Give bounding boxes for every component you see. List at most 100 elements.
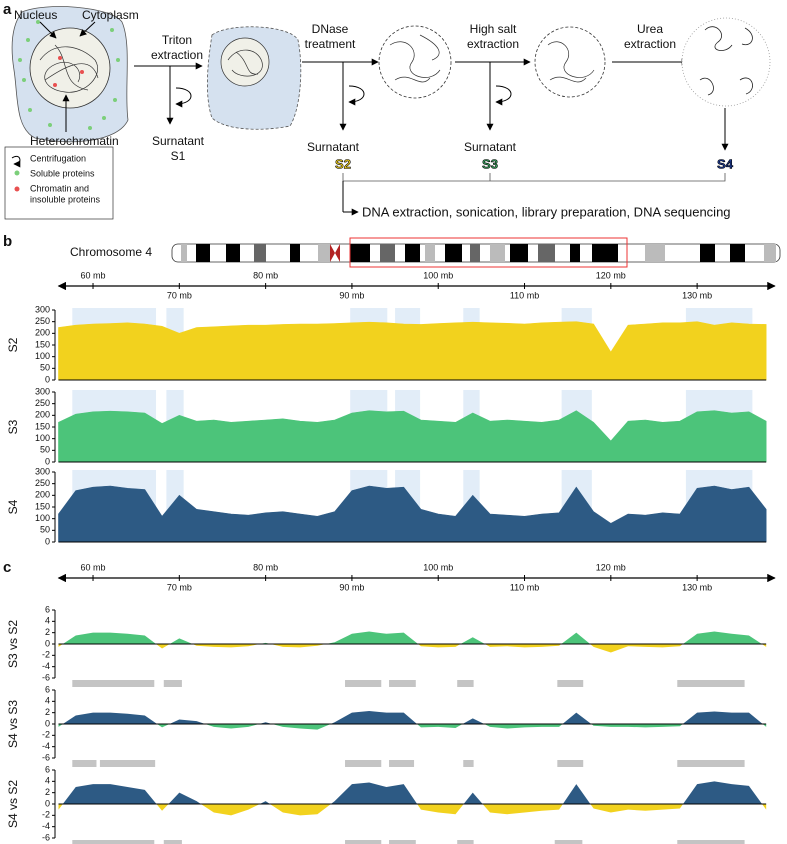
- legend: [4, 146, 114, 220]
- enriched-region: [163, 840, 182, 844]
- panel-label: c: [3, 559, 11, 576]
- y-tick-label: -6: [42, 752, 50, 762]
- x-tick-label: 70 mb: [167, 582, 192, 592]
- y-tick-label: 0: [45, 536, 50, 546]
- y-tick-label: 50: [40, 445, 50, 455]
- x-tick-label: 130 mb: [682, 290, 712, 300]
- x-tick-label: 60 mb: [81, 562, 106, 572]
- enriched-region: [72, 840, 155, 844]
- y-tick-label: -4: [42, 741, 50, 751]
- x-tick-label: 110 mb: [510, 582, 539, 592]
- x-tick-label: 60 mb: [81, 270, 106, 280]
- x-tick-label: 80 mb: [253, 270, 278, 280]
- enriched-region: [677, 760, 745, 767]
- y-tick-label: 300: [35, 466, 50, 476]
- y-tick-label: -6: [42, 672, 50, 682]
- enriched-region: [457, 840, 474, 844]
- enriched-region: [457, 680, 474, 687]
- series-name: S3: [6, 419, 20, 434]
- y-tick-label: 150: [35, 339, 50, 349]
- y-tick-label: 100: [35, 513, 50, 523]
- x-tick-label: 110 mb: [510, 290, 539, 300]
- panel-label: b: [3, 233, 12, 250]
- downstream: DNA extraction, sonication, library prep…: [362, 204, 731, 219]
- soluble-dots: [18, 20, 120, 130]
- enriched-region: [72, 680, 155, 687]
- y-tick-label: 6: [45, 764, 50, 774]
- x-tick-label: 90 mb: [339, 582, 364, 592]
- y-tick-label: 0: [45, 374, 50, 384]
- y-tick-label: 4: [45, 776, 50, 786]
- sample: S3: [482, 156, 498, 171]
- y-tick-label: 300: [35, 386, 50, 396]
- chromosome-label: Chromosome 4: [70, 245, 152, 259]
- enriched-region: [389, 680, 416, 687]
- y-tick-label: 50: [40, 525, 50, 535]
- legend-entry: insoluble proteins: [30, 194, 101, 204]
- y-tick-label: -2: [42, 650, 50, 660]
- signal-area: [58, 321, 767, 381]
- signal-area: [58, 410, 767, 463]
- step: extraction: [151, 48, 203, 62]
- enriched-region: [345, 760, 382, 767]
- enriched-region: [99, 760, 156, 767]
- y-tick-label: 100: [35, 351, 50, 361]
- y-tick-label: 300: [35, 304, 50, 314]
- negative-area: [58, 644, 767, 653]
- label: Cytoplasm: [82, 8, 139, 22]
- supernatant: S1: [171, 149, 186, 163]
- x-tick-label: 90 mb: [339, 290, 364, 300]
- x-tick-label: 100 mb: [423, 562, 453, 572]
- y-tick-label: 6: [45, 604, 50, 614]
- positive-area: [58, 631, 767, 644]
- series-name: S4: [6, 499, 20, 514]
- negative-area: [58, 724, 767, 730]
- x-tick-label: 70 mb: [167, 290, 192, 300]
- step: extraction: [624, 37, 676, 51]
- y-tick-label: 150: [35, 501, 50, 511]
- y-tick-label: 2: [45, 787, 50, 797]
- y-tick-label: 200: [35, 490, 50, 500]
- series-name: S4 vs S3: [6, 700, 20, 748]
- y-tick-label: 0: [45, 798, 50, 808]
- y-tick-label: -2: [42, 810, 50, 820]
- step: Urea: [637, 22, 663, 36]
- label: Heterochromatin: [30, 134, 119, 148]
- step: treatment: [305, 37, 356, 51]
- enriched-region: [463, 760, 474, 767]
- enriched-region: [677, 840, 745, 844]
- series-name: S2: [6, 337, 20, 352]
- y-tick-label: 100: [35, 433, 50, 443]
- y-tick-label: 50: [40, 363, 50, 373]
- x-tick-label: 100 mb: [423, 270, 453, 280]
- y-tick-label: 2: [45, 627, 50, 637]
- negative-area: [58, 804, 767, 816]
- y-tick-label: 0: [45, 718, 50, 728]
- enriched-region: [557, 760, 584, 767]
- legend-entry: Soluble proteins: [30, 168, 95, 178]
- positive-area: [58, 710, 767, 724]
- supernatant: Surnatant: [464, 140, 517, 154]
- y-tick-label: -6: [42, 832, 50, 842]
- enriched-region: [345, 840, 382, 844]
- legend-entry: Centrifugation: [30, 153, 86, 163]
- y-tick-label: -4: [42, 661, 50, 671]
- y-tick-label: 4: [45, 616, 50, 626]
- y-tick-label: 0: [45, 638, 50, 648]
- enriched-region: [389, 840, 416, 844]
- series-name: S3 vs S2: [6, 620, 20, 668]
- supernatant: Surnatant: [152, 134, 205, 148]
- signal-area: [58, 485, 767, 543]
- panel-a: a Nucleus Cytoplasm Heterochromatin Trit…: [3, 1, 771, 220]
- series-name: S4 vs S2: [6, 780, 20, 828]
- enriched-region: [557, 680, 584, 687]
- panel-label: a: [3, 1, 12, 18]
- y-tick-label: 4: [45, 696, 50, 706]
- y-tick-label: 6: [45, 684, 50, 694]
- y-tick-label: 200: [35, 410, 50, 420]
- enriched-region: [163, 680, 182, 687]
- x-tick-label: 80 mb: [253, 562, 278, 572]
- x-tick-label: 120 mb: [596, 562, 626, 572]
- y-tick-label: 200: [35, 328, 50, 338]
